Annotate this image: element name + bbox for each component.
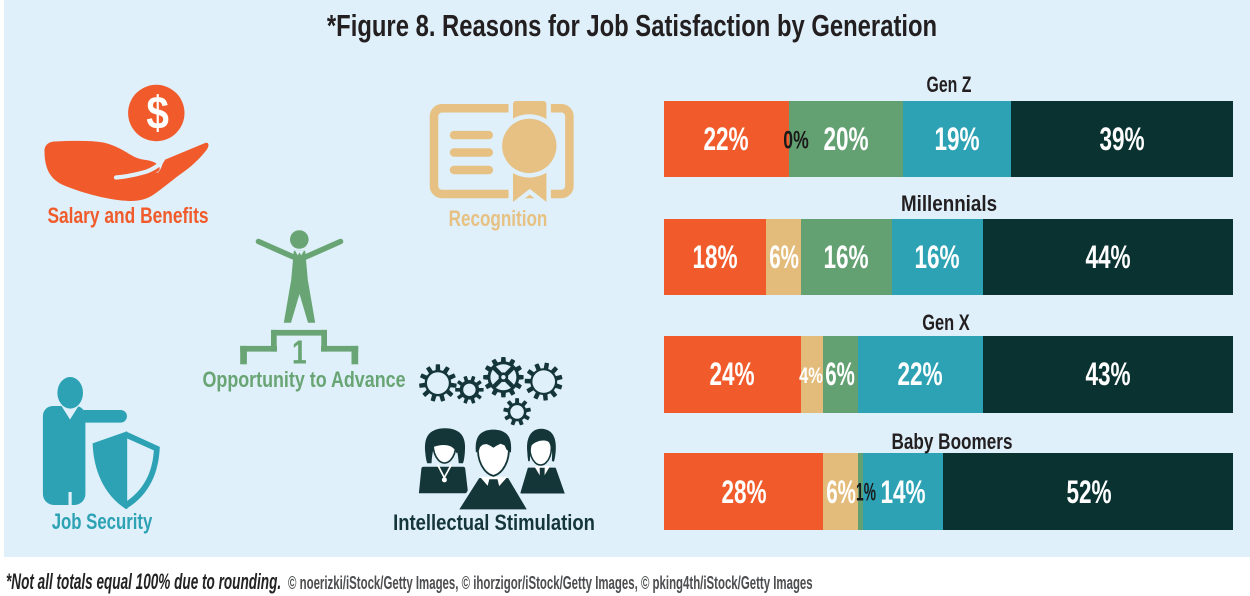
svg-text:$: $ xyxy=(146,88,169,139)
svg-text:1: 1 xyxy=(292,335,307,371)
